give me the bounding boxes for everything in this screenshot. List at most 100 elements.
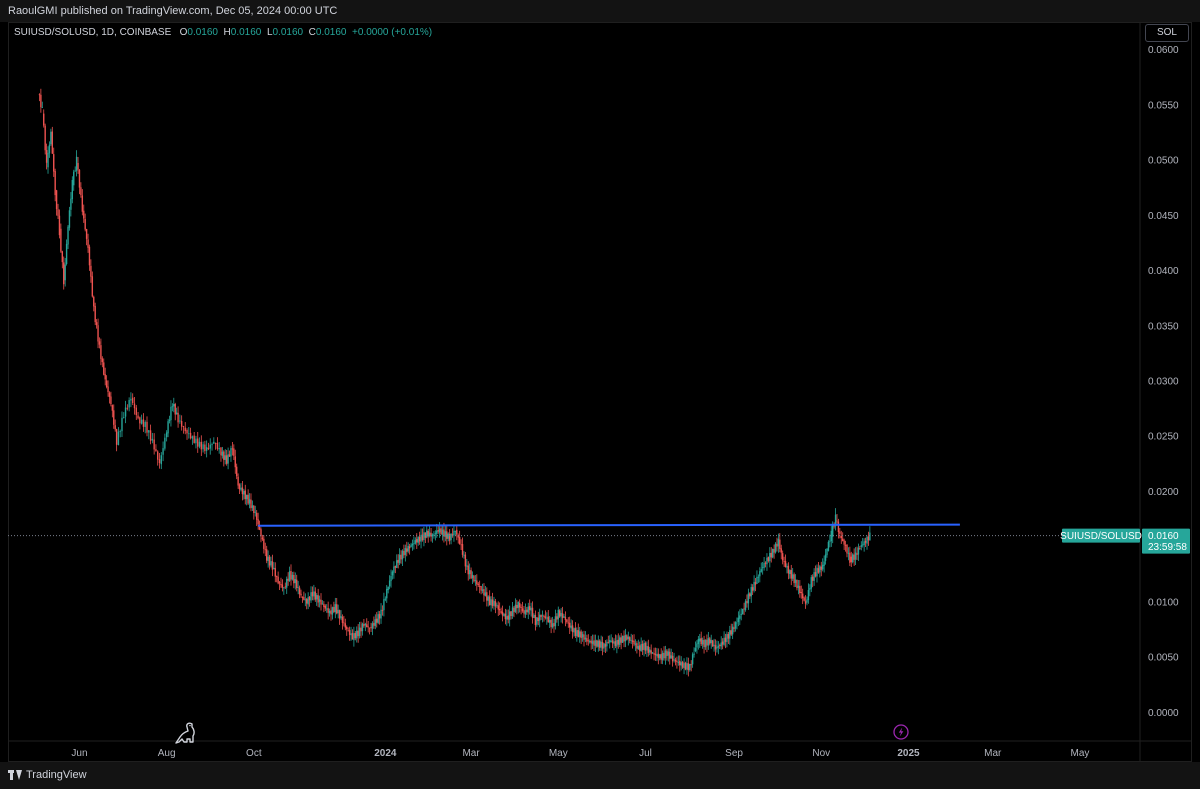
open-value: 0.0160: [187, 27, 218, 38]
x-tick-label: Mar: [462, 748, 480, 759]
candle-body: [487, 596, 489, 601]
candle-body: [180, 421, 183, 427]
candle-body: [351, 633, 354, 640]
candle-body: [87, 239, 89, 248]
x-tick-label: May: [549, 748, 568, 759]
candle-body: [128, 400, 130, 408]
candle-body: [247, 494, 249, 504]
lightning-icon[interactable]: [893, 724, 909, 740]
candle-body: [38, 94, 41, 96]
candle-body: [771, 548, 774, 558]
candle-body: [121, 417, 123, 432]
candle-body: [230, 448, 232, 457]
candle-body: [837, 521, 840, 533]
candle-body: [323, 604, 325, 607]
candle-body: [494, 601, 497, 607]
candle-body: [751, 587, 754, 591]
candle-body: [470, 570, 472, 579]
countdown-label: 23:59:58: [1148, 542, 1187, 553]
candle-body: [850, 556, 852, 563]
candle-body: [85, 228, 88, 239]
candle-body: [561, 613, 564, 619]
candle-body: [844, 545, 847, 546]
candle-body: [603, 643, 605, 649]
candle-body: [701, 640, 704, 645]
candle-body: [43, 113, 45, 126]
candle-body: [458, 537, 461, 544]
candle-body: [393, 566, 395, 573]
price-chart[interactable]: 0.0600 0.0550 0.0500 0.0450 0.0400 0.0350 0.03…: [0, 0, 1200, 762]
candle-body: [209, 444, 211, 449]
candle-body: [327, 608, 329, 613]
candle-body: [360, 627, 362, 632]
candle-body: [298, 587, 301, 595]
high-value: 0.0160: [230, 27, 262, 38]
candle-body: [277, 576, 279, 584]
candle-body: [443, 529, 445, 537]
candle-body: [663, 652, 665, 659]
candle-body: [653, 652, 655, 655]
candle-body: [386, 588, 388, 599]
close-label: C: [308, 27, 316, 38]
candle-body: [94, 305, 96, 323]
candle-body: [401, 550, 404, 560]
candle-body: [867, 536, 870, 541]
candle-body: [793, 574, 795, 584]
y-tick-label: 0.0450: [1148, 211, 1179, 222]
symbol-info[interactable]: SUIUSD/SOLUSD, 1D, COINBASE: [14, 27, 172, 38]
candle-body: [703, 639, 705, 647]
currency-button[interactable]: SOL: [1145, 24, 1189, 42]
candle-body: [862, 544, 864, 546]
candle-body: [570, 625, 572, 629]
candle-body: [40, 94, 42, 108]
candle-body: [639, 645, 641, 651]
candle-body: [511, 607, 514, 616]
candle-body: [764, 562, 767, 564]
candle-body: [506, 616, 508, 620]
candle-body: [843, 540, 845, 545]
candle-body: [321, 603, 324, 605]
candle-body: [711, 640, 714, 647]
candle-body: [739, 615, 741, 619]
candle-body: [613, 641, 615, 644]
candle-body: [694, 648, 697, 652]
candle-body: [149, 430, 152, 441]
candle-body: [258, 524, 261, 530]
candle-body: [168, 419, 171, 421]
candle-body: [480, 586, 482, 591]
candle-body: [84, 219, 86, 230]
candle-body: [388, 580, 391, 587]
candle-body: [834, 514, 837, 527]
candle-body: [866, 536, 868, 544]
candle-body: [377, 614, 379, 623]
candle-body: [184, 427, 186, 432]
candle-body: [523, 610, 525, 614]
candle-body: [73, 171, 75, 186]
candle-body: [157, 451, 159, 460]
x-tick-label: May: [1071, 748, 1090, 759]
candle-body: [830, 530, 832, 542]
candle-body: [245, 494, 248, 500]
candle-body: [573, 628, 575, 633]
candle-body: [117, 431, 120, 446]
candle-body: [158, 459, 161, 464]
candle-body: [744, 601, 747, 611]
tradingview-brand[interactable]: TradingView: [8, 769, 87, 781]
candle-body: [404, 548, 407, 555]
candle-body: [543, 615, 545, 618]
candle-body: [784, 561, 787, 568]
candle-body: [423, 532, 425, 541]
candle-body: [103, 362, 105, 375]
candle-body: [358, 627, 361, 636]
candle-body: [283, 587, 285, 589]
candle-body: [488, 596, 491, 606]
candle-body: [533, 614, 535, 618]
candle-body: [869, 532, 871, 541]
candle-body: [816, 567, 818, 577]
candle-body: [786, 566, 788, 568]
candle-body: [448, 533, 451, 541]
candle-body: [549, 620, 551, 623]
horizontal-trendline[interactable]: [258, 523, 960, 527]
candle-body: [633, 640, 635, 645]
chart-frame[interactable]: [8, 22, 1192, 762]
